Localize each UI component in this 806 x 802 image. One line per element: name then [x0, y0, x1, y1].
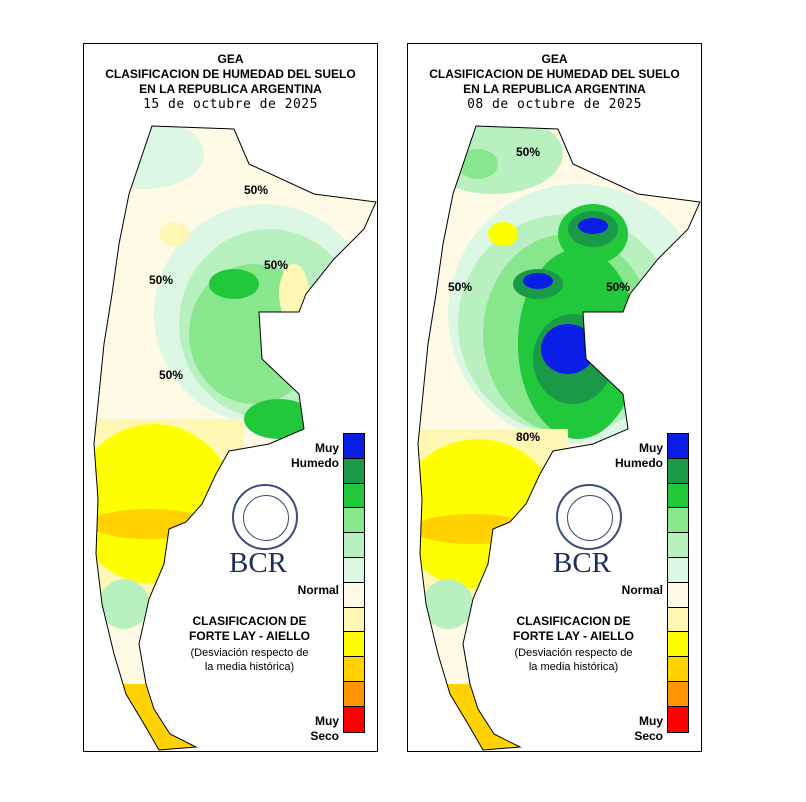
map-date: 08 de octubre de 2025 — [467, 97, 642, 112]
classification-title: CLASIFICACION DE FORTE LAY - AIELLO — [189, 614, 310, 643]
legend-swatch — [344, 582, 364, 608]
contour-label: 50% — [516, 145, 540, 159]
legend-swatch — [668, 458, 688, 484]
contour-label: 50% — [159, 368, 183, 382]
legend-swatch — [668, 681, 688, 707]
legend-swatch — [668, 607, 688, 633]
map-title: GEA CLASIFICACION DE HUMEDAD DEL SUELO E… — [408, 52, 701, 112]
bcr-logo-text: BCR — [229, 547, 288, 579]
legend-swatch — [344, 557, 364, 583]
legend-top-label: Muy Humedo — [291, 441, 339, 470]
contour-label: 50% — [264, 258, 288, 272]
contour-label: 50% — [244, 183, 268, 197]
legend-color-scale — [343, 433, 365, 733]
classification-title: CLASIFICACION DE FORTE LAY - AIELLO — [513, 614, 634, 643]
legend-swatch — [344, 657, 364, 682]
legend-swatch — [344, 632, 364, 658]
legend-top-label: Muy Humedo — [615, 441, 663, 470]
legend-swatch — [344, 681, 364, 707]
legend-mid-label: Normal — [297, 583, 339, 597]
contour-label: 50% — [448, 280, 472, 294]
contour-label: 80% — [516, 430, 540, 444]
legend-swatch — [344, 483, 364, 509]
title-line-1: CLASIFICACION DE HUMEDAD DEL SUELO — [429, 67, 680, 81]
soil-moisture-map: 50% 50% 50% 50% — [93, 125, 377, 751]
legend-swatch — [344, 706, 364, 732]
contour-label: 50% — [606, 280, 630, 294]
bcr-seal-logo — [556, 484, 622, 550]
legend-swatch — [344, 607, 364, 633]
title-line-2: EN LA REPUBLICA ARGENTINA — [463, 82, 646, 96]
heading: GEA — [217, 52, 244, 66]
legend-swatch — [668, 557, 688, 583]
legend-swatch — [344, 533, 364, 558]
legend-swatch — [344, 434, 364, 459]
legend-bottom-label: Muy Seco — [310, 714, 339, 743]
classification-note: (Desviación respecto de la media históric… — [190, 647, 309, 673]
legend-swatch — [344, 458, 364, 484]
legend-swatch — [668, 434, 688, 459]
map-panel-previous: GEA CLASIFICACION DE HUMEDAD DEL SUELO E… — [407, 43, 702, 752]
title-line-2: EN LA REPUBLICA ARGENTINA — [139, 82, 322, 96]
legend-swatch — [344, 508, 364, 534]
heading: GEA — [541, 52, 568, 66]
map-title: GEA CLASIFICACION DE HUMEDAD DEL SUELO E… — [84, 52, 377, 112]
legend-swatch — [668, 533, 688, 558]
map-date: 15 de octubre de 2025 — [143, 97, 318, 112]
legend-bottom-label: Muy Seco — [634, 714, 663, 743]
legend-swatch — [668, 657, 688, 682]
bcr-logo-text: BCR — [553, 547, 612, 579]
bcr-seal-logo — [232, 484, 298, 550]
legend-color-scale — [667, 433, 689, 733]
legend-swatch — [668, 483, 688, 509]
title-line-1: CLASIFICACION DE HUMEDAD DEL SUELO — [105, 67, 356, 81]
map-panel-current: GEA CLASIFICACION DE HUMEDAD DEL SUELO E… — [83, 43, 378, 752]
classification-note: (Desviación respecto de la media históric… — [514, 647, 633, 673]
legend-swatch — [668, 508, 688, 534]
soil-moisture-map: 50% 50% 50% 80% — [417, 125, 701, 751]
legend-mid-label: Normal — [621, 583, 663, 597]
legend-swatch — [668, 706, 688, 732]
legend-swatch — [668, 582, 688, 608]
contour-label: 50% — [149, 273, 173, 287]
legend-swatch — [668, 632, 688, 658]
